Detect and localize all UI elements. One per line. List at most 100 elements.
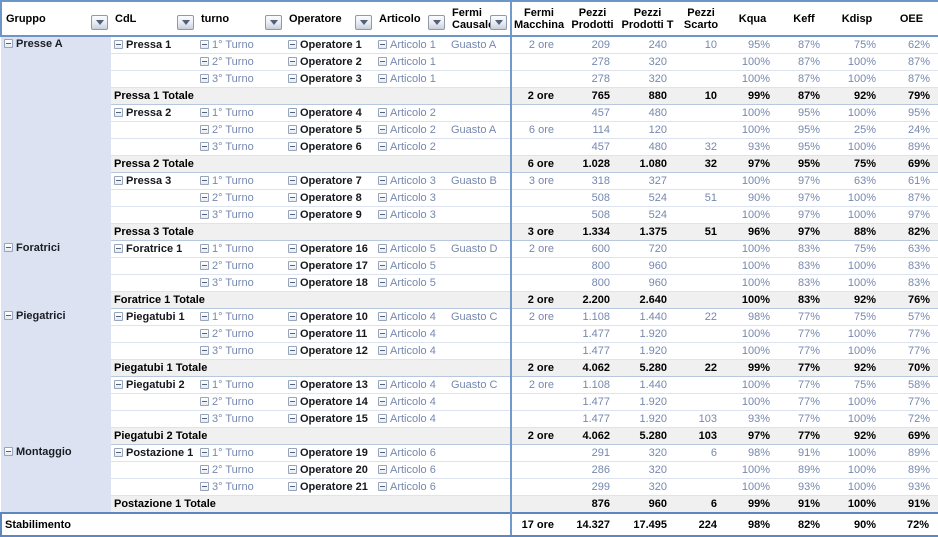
collapse-icon[interactable] bbox=[378, 176, 387, 186]
cell-label: Operatore 13 bbox=[300, 379, 368, 391]
collapse-icon[interactable] bbox=[288, 176, 297, 186]
value-cell: 77% bbox=[779, 393, 829, 411]
causale-cell bbox=[448, 138, 511, 156]
operatore-cell: Operatore 20 bbox=[285, 461, 375, 479]
collapse-icon[interactable] bbox=[4, 447, 13, 457]
collapse-icon[interactable] bbox=[378, 346, 387, 356]
collapse-icon[interactable] bbox=[378, 142, 387, 152]
collapse-icon[interactable] bbox=[378, 210, 387, 220]
collapse-icon[interactable] bbox=[200, 108, 209, 118]
collapse-icon[interactable] bbox=[378, 57, 387, 67]
collapse-icon[interactable] bbox=[200, 261, 209, 271]
value-cell: 97% bbox=[726, 427, 779, 445]
collapse-icon[interactable] bbox=[114, 312, 123, 322]
collapse-icon[interactable] bbox=[378, 193, 387, 203]
collapse-icon[interactable] bbox=[114, 448, 123, 458]
value-cell: 77% bbox=[779, 359, 829, 377]
collapse-icon[interactable] bbox=[288, 448, 297, 458]
collapse-icon[interactable] bbox=[200, 125, 209, 135]
collapse-icon[interactable] bbox=[378, 108, 387, 118]
collapse-icon[interactable] bbox=[114, 108, 123, 118]
collapse-icon[interactable] bbox=[288, 244, 297, 254]
collapse-icon[interactable] bbox=[288, 210, 297, 220]
fermi-causale-filter-dropdown-icon[interactable] bbox=[490, 15, 507, 30]
collapse-icon[interactable] bbox=[378, 74, 387, 84]
collapse-icon[interactable] bbox=[200, 329, 209, 339]
collapse-icon[interactable] bbox=[288, 261, 297, 271]
collapse-icon[interactable] bbox=[114, 40, 123, 50]
cdl-cell bbox=[111, 478, 197, 496]
collapse-icon[interactable] bbox=[288, 312, 297, 322]
collapse-icon[interactable] bbox=[200, 244, 209, 254]
collapse-icon[interactable] bbox=[200, 465, 209, 475]
value-cell: 82% bbox=[885, 223, 938, 241]
collapse-icon[interactable] bbox=[378, 465, 387, 475]
value-cell: 3 ore bbox=[510, 172, 566, 190]
collapse-icon[interactable] bbox=[4, 39, 13, 49]
value-cell: 87% bbox=[885, 53, 938, 71]
collapse-icon[interactable] bbox=[200, 448, 209, 458]
value-cell: 1.108 bbox=[566, 376, 619, 394]
collapse-icon[interactable] bbox=[378, 380, 387, 390]
collapse-icon[interactable] bbox=[200, 176, 209, 186]
turno-filter-dropdown-icon[interactable] bbox=[265, 15, 282, 30]
collapse-icon[interactable] bbox=[114, 176, 123, 186]
collapse-icon[interactable] bbox=[200, 40, 209, 50]
value-cell: 100% bbox=[726, 53, 779, 71]
value-cell: 100% bbox=[829, 206, 885, 224]
collapse-icon[interactable] bbox=[378, 482, 387, 492]
collapse-icon[interactable] bbox=[200, 397, 209, 407]
collapse-icon[interactable] bbox=[288, 397, 297, 407]
collapse-icon[interactable] bbox=[378, 278, 387, 288]
collapse-icon[interactable] bbox=[4, 311, 13, 321]
collapse-icon[interactable] bbox=[4, 243, 13, 253]
value-cell: 327 bbox=[619, 172, 676, 190]
collapse-icon[interactable] bbox=[288, 142, 297, 152]
collapse-icon[interactable] bbox=[378, 244, 387, 254]
collapse-icon[interactable] bbox=[288, 108, 297, 118]
collapse-icon[interactable] bbox=[288, 57, 297, 67]
collapse-icon[interactable] bbox=[378, 397, 387, 407]
value-cell: 77% bbox=[779, 342, 829, 360]
value-cell: 17 ore bbox=[510, 512, 566, 537]
collapse-icon[interactable] bbox=[200, 414, 209, 424]
value-cell bbox=[510, 478, 566, 496]
collapse-icon[interactable] bbox=[288, 193, 297, 203]
collapse-icon[interactable] bbox=[200, 57, 209, 67]
collapse-icon[interactable] bbox=[114, 244, 123, 254]
collapse-icon[interactable] bbox=[288, 380, 297, 390]
collapse-icon[interactable] bbox=[200, 346, 209, 356]
collapse-icon[interactable] bbox=[200, 210, 209, 220]
collapse-icon[interactable] bbox=[288, 465, 297, 475]
collapse-icon[interactable] bbox=[378, 40, 387, 50]
collapse-icon[interactable] bbox=[378, 312, 387, 322]
collapse-icon[interactable] bbox=[288, 482, 297, 492]
value-cell: 99% bbox=[726, 495, 779, 514]
collapse-icon[interactable] bbox=[378, 261, 387, 271]
articolo-filter-dropdown-icon[interactable] bbox=[428, 15, 445, 30]
collapse-icon[interactable] bbox=[200, 142, 209, 152]
collapse-icon[interactable] bbox=[200, 380, 209, 390]
collapse-icon[interactable] bbox=[200, 74, 209, 84]
cdl-filter-dropdown-icon[interactable] bbox=[177, 15, 194, 30]
collapse-icon[interactable] bbox=[378, 448, 387, 458]
collapse-icon[interactable] bbox=[378, 329, 387, 339]
collapse-icon[interactable] bbox=[288, 125, 297, 135]
collapse-icon[interactable] bbox=[114, 380, 123, 390]
collapse-icon[interactable] bbox=[288, 278, 297, 288]
collapse-icon[interactable] bbox=[200, 193, 209, 203]
cell-label: Articolo 5 bbox=[390, 277, 436, 289]
collapse-icon[interactable] bbox=[200, 482, 209, 492]
collapse-icon[interactable] bbox=[378, 125, 387, 135]
collapse-icon[interactable] bbox=[200, 278, 209, 288]
collapse-icon[interactable] bbox=[288, 74, 297, 84]
turno-cell: 2° Turno bbox=[197, 393, 285, 411]
operatore-filter-dropdown-icon[interactable] bbox=[355, 15, 372, 30]
collapse-icon[interactable] bbox=[288, 40, 297, 50]
collapse-icon[interactable] bbox=[288, 414, 297, 424]
collapse-icon[interactable] bbox=[378, 414, 387, 424]
collapse-icon[interactable] bbox=[200, 312, 209, 322]
collapse-icon[interactable] bbox=[288, 329, 297, 339]
collapse-icon[interactable] bbox=[288, 346, 297, 356]
gruppo-filter-dropdown-icon[interactable] bbox=[91, 15, 108, 30]
